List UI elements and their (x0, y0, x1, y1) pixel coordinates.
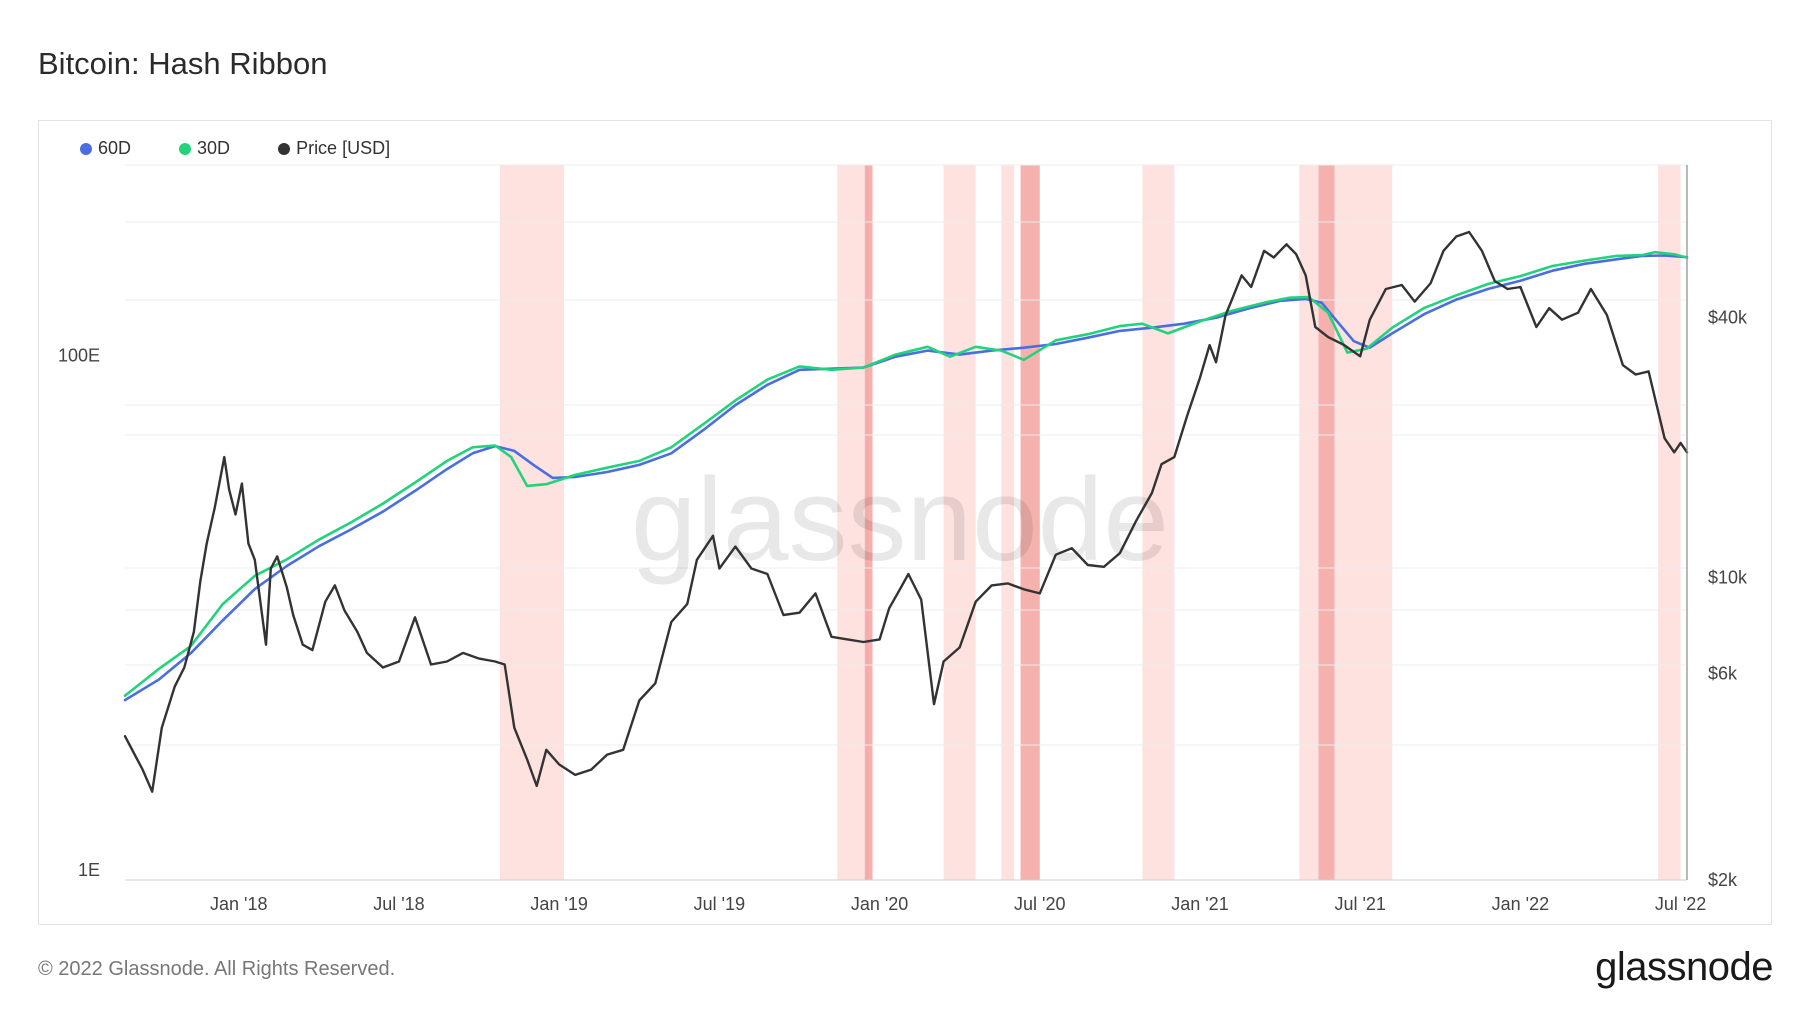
series-lines (123, 230, 1689, 793)
x-tick-label: Jan '19 (530, 894, 587, 914)
x-tick-label: Jul '20 (1014, 894, 1065, 914)
capitulation-band (1142, 165, 1175, 880)
capitulation-band (1658, 165, 1681, 880)
right-tick-label: $10k (1708, 568, 1748, 588)
legend-item-price[interactable]: Price [USD] (278, 138, 390, 159)
capitulation-band (1020, 165, 1040, 880)
right-tick-label: $6k (1708, 664, 1738, 684)
x-tick-label: Jan '20 (851, 894, 908, 914)
x-tick-label: Jul '21 (1334, 894, 1385, 914)
capitulation-band (864, 165, 873, 880)
capitulation-band (1001, 165, 1015, 880)
legend-item-30d[interactable]: 30D (179, 138, 230, 159)
x-tick-label: Jul '19 (694, 894, 745, 914)
x-tick-label: Jan '18 (210, 894, 267, 914)
chart-legend: 60D 30D Price [USD] (80, 138, 390, 159)
x-tick-label: Jan '21 (1171, 894, 1228, 914)
axes: Jan '18 Jul '18 Jan '19 Jul '19 Jan '20 Jul '… (58, 165, 1748, 914)
series-line-30d[interactable] (123, 250, 1689, 697)
capitulation-band (837, 165, 870, 880)
legend-marker-price (278, 142, 291, 155)
legend-label-price: Price [USD] (296, 138, 391, 158)
legend-label-60d: 60D (98, 138, 132, 158)
legend-item-60d[interactable]: 60D (80, 138, 131, 159)
left-tick-label: 100E (58, 345, 100, 365)
copyright-text: © 2022 Glassnode. All Rights Reserved. (38, 958, 396, 980)
legend-marker-60d (80, 142, 92, 155)
legend-marker-30d (179, 142, 192, 155)
x-tick-label: Jul '22 (1655, 894, 1706, 914)
capitulation-band (499, 165, 564, 880)
left-tick-label: 1E (78, 860, 100, 880)
x-tick-label: Jan '22 (1492, 894, 1549, 914)
right-tick-label: $40k (1708, 307, 1748, 327)
capitulation-band (1299, 165, 1319, 880)
chart-frame (38, 120, 1772, 925)
capitulation-band (1318, 165, 1335, 880)
series-line-price-usd[interactable] (123, 230, 1689, 793)
right-tick-label: $2k (1708, 870, 1738, 890)
legend-label-30d: 30D (197, 138, 231, 158)
capitulation-bands (499, 165, 1681, 880)
x-tick-label: Jul '18 (373, 894, 424, 914)
series-line-60d[interactable] (123, 254, 1689, 702)
watermark: glassnode (631, 454, 1169, 586)
glassnode-logo[interactable]: glassnode (1595, 945, 1773, 989)
capitulation-band (943, 165, 976, 880)
capitulation-band (1334, 165, 1393, 880)
chart-title: Bitcoin: Hash Ribbon (38, 46, 328, 81)
